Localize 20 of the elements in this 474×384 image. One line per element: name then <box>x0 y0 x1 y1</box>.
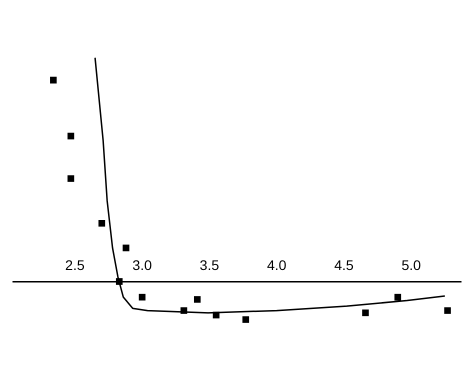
x-tick-label: 3.0 <box>132 256 152 273</box>
x-tick-label: 2.5 <box>65 256 85 273</box>
point <box>362 309 369 316</box>
point <box>68 175 74 182</box>
point <box>444 307 451 314</box>
point <box>194 296 201 303</box>
point <box>122 244 130 252</box>
point <box>50 76 57 84</box>
point <box>394 294 402 300</box>
point <box>68 132 74 140</box>
x-tick-label: 3.5 <box>200 256 220 273</box>
x-tick-label: 4.0 <box>266 256 287 273</box>
point <box>212 312 220 318</box>
point <box>242 316 250 323</box>
point <box>138 294 146 300</box>
point <box>116 278 123 285</box>
point <box>98 220 106 227</box>
x-tick-label: 5.0 <box>401 256 422 273</box>
x-tick-label: 4.5 <box>334 256 354 273</box>
point <box>180 307 188 314</box>
